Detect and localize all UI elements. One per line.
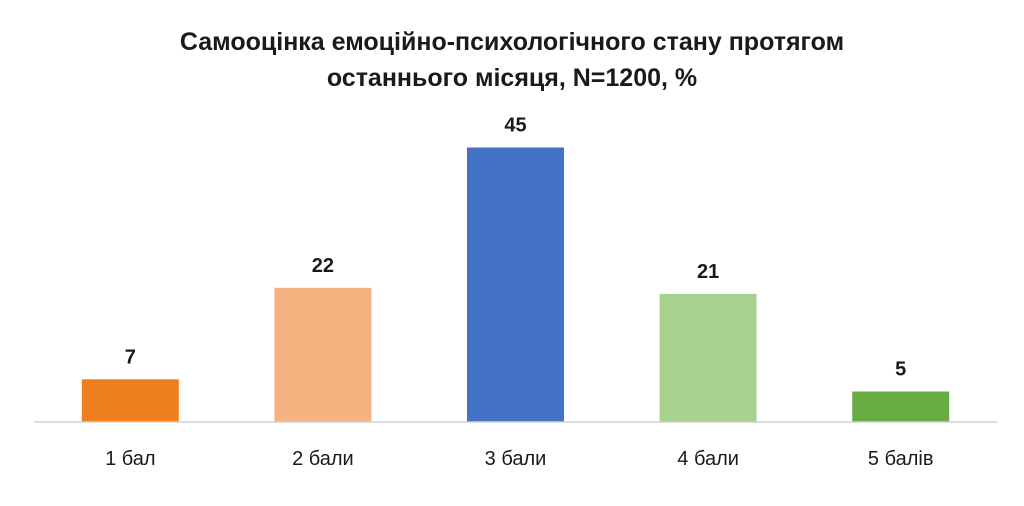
chart-title-line-1: Самооцінка емоційно-психологічного стану… xyxy=(179,28,845,56)
x-tick-label-2: 2 бали xyxy=(292,448,354,470)
bar-1 xyxy=(81,379,179,422)
bar-4 xyxy=(659,293,757,422)
chart-title: Самооцінка емоційно-психологічного стану… xyxy=(0,24,1024,96)
bar-5 xyxy=(852,391,950,422)
bar-2 xyxy=(274,287,372,422)
data-label-1: 7 xyxy=(125,346,136,368)
bar-3 xyxy=(467,147,564,422)
x-tick-label-5: 5 балів xyxy=(868,448,934,470)
data-label-3: 45 xyxy=(504,115,526,137)
x-tick-labels-group: 1 бал 2 бали 3 бали 4 бали 5 балів xyxy=(105,448,933,470)
chart-title-line-2: останнього місяця, N=1200, % xyxy=(326,64,698,92)
x-tick-label-1: 1 бал xyxy=(105,448,155,470)
data-label-2: 22 xyxy=(312,255,334,277)
data-label-5: 5 xyxy=(895,359,906,381)
data-label-4: 21 xyxy=(697,261,719,283)
data-labels-group: 7 22 45 21 5 xyxy=(125,115,907,381)
x-tick-label-4: 4 бали xyxy=(677,448,739,470)
bars-group xyxy=(81,147,950,422)
x-tick-label-3: 3 бали xyxy=(485,448,547,470)
